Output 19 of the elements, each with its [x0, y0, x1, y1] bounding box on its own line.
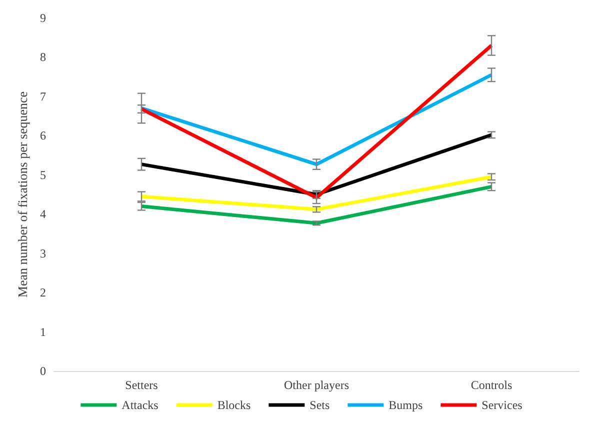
y-tick-label: 7 — [40, 89, 46, 104]
legend-label: Blocks — [217, 398, 251, 412]
legend-label: Sets — [310, 398, 330, 412]
y-tick-label: 1 — [40, 324, 46, 339]
y-tick-label: 4 — [40, 207, 46, 222]
legend-label: Attacks — [122, 398, 159, 412]
y-tick-label: 9 — [40, 11, 46, 25]
y-tick-label: 3 — [40, 246, 46, 260]
x-tick-label: Setters — [125, 378, 158, 392]
y-tick-label: 6 — [40, 128, 46, 143]
x-tick-label: Other players — [284, 378, 350, 392]
legend-label: Bumps — [388, 398, 424, 412]
y-tick-label: 8 — [40, 50, 46, 64]
y-tick-label: 2 — [40, 286, 46, 300]
y-tick-label: 0 — [40, 364, 46, 378]
legend-label: Services — [482, 398, 523, 412]
y-tick-label: 5 — [40, 168, 46, 182]
y-axis-title: Mean number of fixations per sequence — [15, 91, 30, 298]
x-tick-label: Controls — [470, 378, 512, 392]
